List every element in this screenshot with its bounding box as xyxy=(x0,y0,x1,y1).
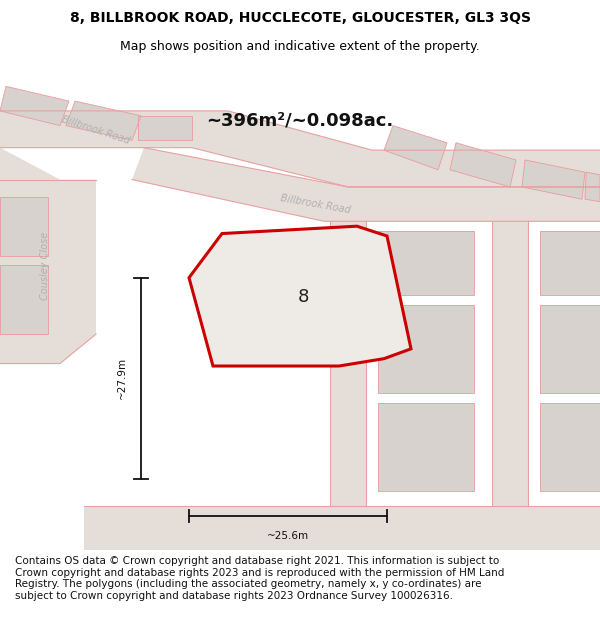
Polygon shape xyxy=(384,126,447,170)
Polygon shape xyxy=(450,142,516,187)
Polygon shape xyxy=(540,304,600,393)
Polygon shape xyxy=(522,160,585,199)
Polygon shape xyxy=(0,148,96,364)
Polygon shape xyxy=(585,173,600,202)
Polygon shape xyxy=(66,101,141,141)
Polygon shape xyxy=(0,86,69,126)
Text: Map shows position and indicative extent of the property.: Map shows position and indicative extent… xyxy=(120,40,480,52)
Text: ~27.9m: ~27.9m xyxy=(117,357,127,399)
Polygon shape xyxy=(138,116,192,141)
Text: Cousley Close: Cousley Close xyxy=(40,231,50,299)
Text: Billbrook Road: Billbrook Road xyxy=(279,193,351,215)
Polygon shape xyxy=(378,231,474,295)
Polygon shape xyxy=(378,304,474,393)
Polygon shape xyxy=(189,226,411,366)
Polygon shape xyxy=(492,221,528,506)
Text: ~25.6m: ~25.6m xyxy=(267,531,309,541)
Text: 8: 8 xyxy=(298,288,308,306)
Polygon shape xyxy=(0,266,48,334)
Polygon shape xyxy=(84,506,600,550)
Polygon shape xyxy=(540,402,600,491)
Text: ~396m²/~0.098ac.: ~396m²/~0.098ac. xyxy=(206,112,394,130)
Text: Contains OS data © Crown copyright and database right 2021. This information is : Contains OS data © Crown copyright and d… xyxy=(15,556,505,601)
Polygon shape xyxy=(0,197,48,256)
Polygon shape xyxy=(132,148,600,221)
Text: 8, BILLBROOK ROAD, HUCCLECOTE, GLOUCESTER, GL3 3QS: 8, BILLBROOK ROAD, HUCCLECOTE, GLOUCESTE… xyxy=(70,11,530,25)
Polygon shape xyxy=(330,221,366,506)
Polygon shape xyxy=(540,231,600,295)
Polygon shape xyxy=(0,111,600,187)
Polygon shape xyxy=(378,402,474,491)
Text: Billbrook Road: Billbrook Road xyxy=(60,115,131,146)
